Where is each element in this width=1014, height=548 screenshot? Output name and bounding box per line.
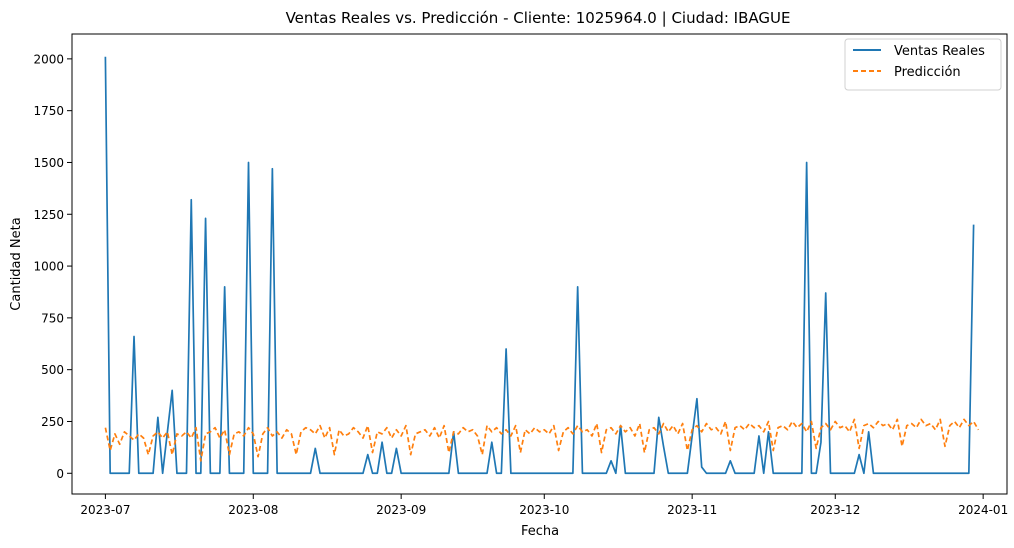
y-tick-label: 500: [41, 363, 64, 377]
x-axis-label: Fecha: [521, 524, 559, 539]
y-tick-label: 1250: [33, 208, 64, 222]
chart-title: Ventas Reales vs. Predicción - Cliente: …: [286, 9, 791, 27]
y-axis-ticks: 0 250 500 750 1000 1250 1500 1750 2000: [33, 52, 72, 481]
series-layer: [104, 56, 980, 475]
series-line-ventas-reales: [104, 56, 975, 475]
y-tick-label: 2000: [33, 52, 64, 66]
x-tick-label: 2023-09: [376, 503, 426, 517]
legend-label-ventas-reales: Ventas Reales: [894, 44, 985, 59]
y-axis-label: Cantidad Neta: [9, 217, 24, 310]
plot-frame: [71, 33, 1008, 495]
legend-label-prediccion: Predicción: [894, 65, 961, 80]
y-tick-label: 0: [56, 467, 64, 481]
y-tick-label: 1750: [33, 104, 64, 118]
y-tick-label: 250: [41, 415, 64, 429]
y-tick-label: 1500: [33, 156, 64, 170]
y-tick-label: 750: [41, 311, 64, 325]
x-tick-label: 2023-11: [667, 503, 717, 517]
y-tick-label: 1000: [33, 260, 64, 274]
x-axis-ticks: 2023-07 2023-08 2023-09 2023-10 2023-11 2023-…: [80, 494, 1008, 517]
legend-box: [844, 38, 1002, 91]
x-tick-label: 2023-08: [228, 503, 278, 517]
x-tick-label: 2023-12: [810, 503, 860, 517]
series-line-prediccion: [104, 418, 980, 462]
x-tick-label: 2023-10: [519, 503, 569, 517]
x-tick-label: 2024-01: [958, 503, 1008, 517]
legend: Ventas Reales Predicción: [844, 38, 1002, 91]
x-tick-label: 2023-07: [80, 503, 130, 517]
